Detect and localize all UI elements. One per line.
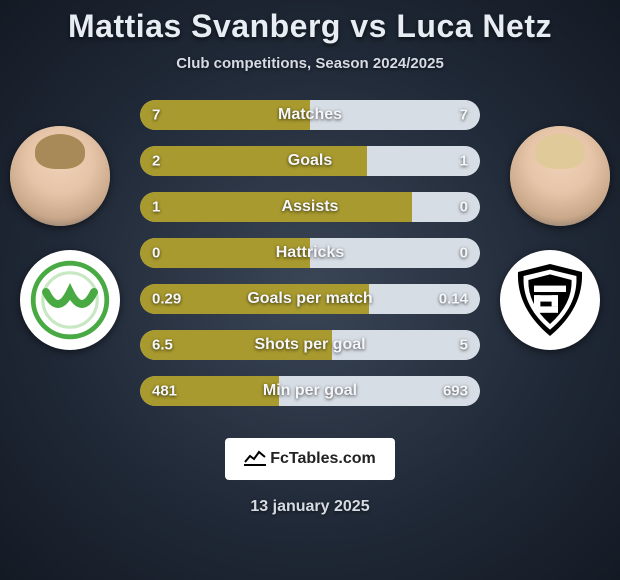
stat-row: 6.55Shots per goal [140, 330, 480, 360]
chart-icon [244, 448, 266, 471]
bar-right-fill [412, 192, 480, 222]
stat-row: 00Hattricks [140, 238, 480, 268]
bar-right-fill [279, 376, 480, 406]
stats-area: 77Matches 21Goals 10Assists 00Hattricks 0.29… [0, 100, 620, 420]
site-name: FcTables.com [270, 450, 376, 468]
bar-left-fill [140, 146, 367, 176]
bar-right-fill [332, 330, 480, 360]
bar-left-fill [140, 284, 369, 314]
stat-row: 10Assists [140, 192, 480, 222]
site-logo: FcTables.com [225, 438, 395, 480]
stat-bars-container: 77Matches 21Goals 10Assists 00Hattricks 0.29… [140, 100, 480, 422]
stat-row: 21Goals [140, 146, 480, 176]
bar-right-fill [369, 284, 480, 314]
bar-left-fill [140, 238, 310, 268]
stat-row: 77Matches [140, 100, 480, 130]
page-title: Mattias Svanberg vs Luca Netz [0, 8, 620, 45]
bar-right-fill [367, 146, 480, 176]
bar-left-fill [140, 330, 332, 360]
subtitle: Club competitions, Season 2024/2025 [0, 55, 620, 72]
stat-row: 481693Min per goal [140, 376, 480, 406]
content-root: Mattias Svanberg vs Luca Netz Club compe… [0, 0, 620, 580]
stat-row: 0.290.14Goals per match [140, 284, 480, 314]
bar-left-fill [140, 376, 279, 406]
bar-right-fill [310, 238, 480, 268]
bar-left-fill [140, 100, 310, 130]
bar-right-fill [310, 100, 480, 130]
footer-date: 13 january 2025 [0, 498, 620, 516]
bar-left-fill [140, 192, 412, 222]
